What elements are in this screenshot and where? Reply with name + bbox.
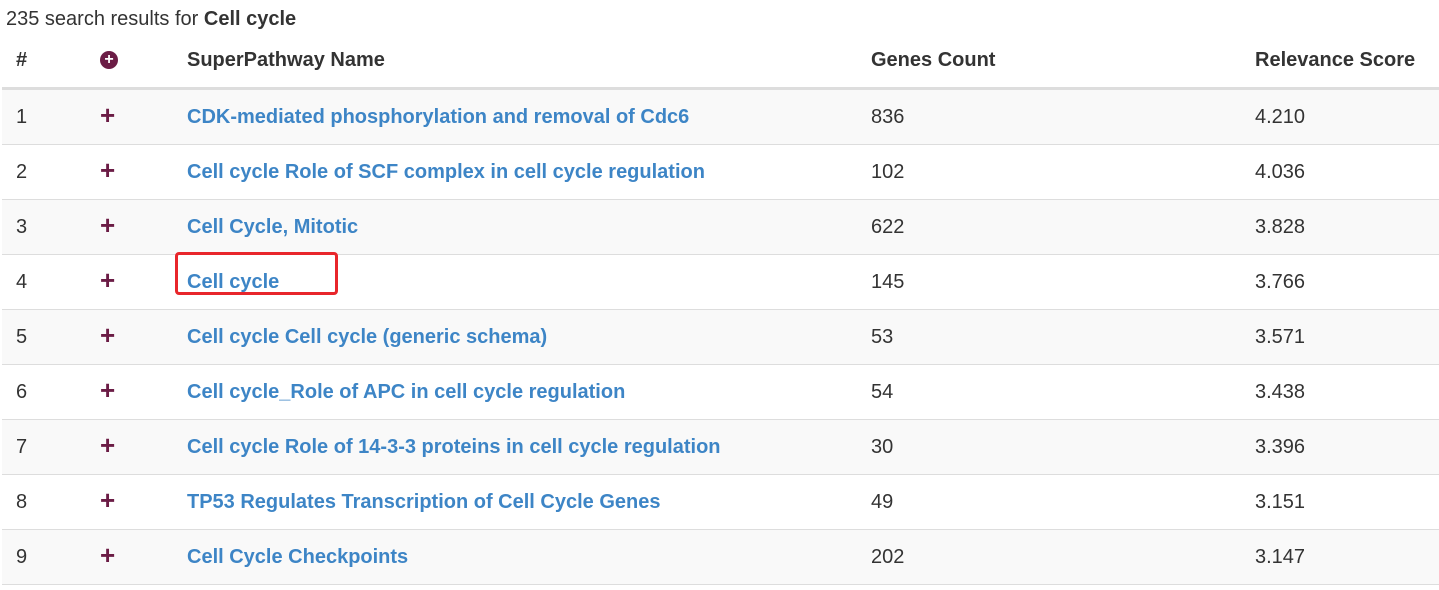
row-number: 4 — [2, 254, 86, 310]
superpathway-link[interactable]: CDK-mediated phosphorylation and removal… — [187, 105, 690, 128]
plus-icon[interactable]: + — [100, 484, 116, 515]
row-expand-cell[interactable]: + — [86, 529, 187, 585]
superpathway-link[interactable]: Cell Cycle Checkpoints — [187, 545, 409, 568]
relevance-score: 3.147 — [1255, 529, 1439, 585]
table-header-row: # + SuperPathway Name Genes Count Releva… — [2, 33, 1439, 90]
plus-icon[interactable]: + — [100, 319, 116, 350]
row-number: 9 — [2, 529, 86, 585]
table-row: 4 + Cell cycle 145 3.766 — [2, 251, 1439, 310]
superpathway-link[interactable]: Cell cycle Cell cycle (generic schema) — [187, 325, 548, 348]
header-number: # — [2, 33, 86, 90]
header-relevance-score[interactable]: Relevance Score — [1255, 33, 1439, 90]
superpathway-name-cell: Cell Cycle Checkpoints — [187, 529, 871, 585]
genes-count: 102 — [871, 144, 1255, 200]
genes-count: 622 — [871, 199, 1255, 255]
row-number: 1 — [2, 88, 86, 145]
genes-count: 30 — [871, 419, 1255, 475]
row-number: 3 — [2, 199, 86, 255]
genes-count: 49 — [871, 474, 1255, 530]
superpathway-name-cell: Cell cycle Role of SCF complex in cell c… — [187, 144, 871, 200]
row-expand-cell[interactable]: + — [86, 419, 187, 475]
row-expand-cell[interactable]: + — [86, 474, 187, 530]
superpathway-name-cell: CDK-mediated phosphorylation and removal… — [187, 88, 871, 145]
row-expand-cell[interactable]: + — [86, 364, 187, 420]
superpathway-results-table: # + SuperPathway Name Genes Count Releva… — [2, 33, 1439, 585]
results-summary-prefix: 235 search results for — [6, 8, 204, 30]
plus-icon[interactable]: + — [100, 429, 116, 460]
relevance-score: 3.766 — [1255, 254, 1439, 310]
plus-icon[interactable]: + — [100, 154, 116, 185]
superpathway-name-cell: Cell cycle Cell cycle (generic schema) — [187, 309, 871, 365]
superpathway-name-cell: Cell cycle_Role of APC in cell cycle reg… — [187, 364, 871, 420]
genes-count: 202 — [871, 529, 1255, 585]
superpathway-link[interactable]: Cell cycle — [187, 270, 280, 293]
plus-icon[interactable]: + — [100, 99, 116, 130]
header-genes-count[interactable]: Genes Count — [871, 33, 1255, 90]
row-number: 8 — [2, 474, 86, 530]
results-summary: 235 search results for Cell cycle — [6, 6, 296, 32]
table-row: 8 + TP53 Regulates Transcription of Cell C… — [2, 474, 1439, 530]
relevance-score: 3.438 — [1255, 364, 1439, 420]
superpathway-link[interactable]: TP53 Regulates Transcription of Cell Cyc… — [187, 490, 661, 513]
genes-count: 145 — [871, 254, 1255, 310]
genes-count: 836 — [871, 88, 1255, 145]
highlight-box: Cell cycle — [174, 251, 339, 295]
table-row: 9 + Cell Cycle Checkpoints 202 3.147 — [2, 529, 1439, 585]
row-number: 7 — [2, 419, 86, 475]
table-row: 7 + Cell cycle Role of 14-3-3 proteins in … — [2, 419, 1439, 475]
row-expand-cell[interactable]: + — [86, 144, 187, 200]
relevance-score: 4.210 — [1255, 88, 1439, 145]
header-expand-all[interactable]: + — [86, 33, 187, 90]
row-expand-cell[interactable]: + — [86, 199, 187, 255]
superpathway-link[interactable]: Cell cycle Role of SCF complex in cell c… — [187, 160, 705, 183]
header-superpathway-name[interactable]: SuperPathway Name — [187, 33, 871, 90]
relevance-score: 3.571 — [1255, 309, 1439, 365]
circle-plus-icon[interactable]: + — [100, 51, 118, 70]
relevance-score: 3.151 — [1255, 474, 1439, 530]
plus-icon[interactable]: + — [100, 209, 116, 240]
superpathway-link[interactable]: Cell cycle Role of 14-3-3 proteins in ce… — [187, 435, 721, 458]
row-number: 5 — [2, 309, 86, 365]
row-expand-cell[interactable]: + — [86, 309, 187, 365]
superpathway-name-cell: TP53 Regulates Transcription of Cell Cyc… — [187, 474, 871, 530]
row-number: 6 — [2, 364, 86, 420]
plus-icon[interactable]: + — [100, 264, 116, 295]
genes-count: 53 — [871, 309, 1255, 365]
table-row: 6 + Cell cycle_Role of APC in cell cycle r… — [2, 364, 1439, 420]
superpathway-name-cell: Cell cycle Role of 14-3-3 proteins in ce… — [187, 419, 871, 475]
plus-icon[interactable]: + — [100, 539, 116, 570]
row-number: 2 — [2, 144, 86, 200]
plus-icon[interactable]: + — [100, 374, 116, 405]
table-row: 5 + Cell cycle Cell cycle (generic schema)… — [2, 309, 1439, 365]
superpathway-link[interactable]: Cell Cycle, Mitotic — [187, 215, 359, 238]
table-row: 3 + Cell Cycle, Mitotic 622 3.828 — [2, 199, 1439, 255]
superpathway-name-cell: Cell Cycle, Mitotic — [187, 199, 871, 255]
relevance-score: 4.036 — [1255, 144, 1439, 200]
table-row: 2 + Cell cycle Role of SCF complex in cell… — [2, 144, 1439, 200]
superpathway-name-cell: Cell cycle — [174, 251, 871, 310]
relevance-score: 3.828 — [1255, 199, 1439, 255]
relevance-score: 3.396 — [1255, 419, 1439, 475]
genes-count: 54 — [871, 364, 1255, 420]
row-expand-cell[interactable]: + — [86, 254, 187, 310]
row-expand-cell[interactable]: + — [86, 88, 187, 145]
superpathway-link[interactable]: Cell cycle_Role of APC in cell cycle reg… — [187, 380, 626, 403]
table-row: 1 + CDK-mediated phosphorylation and remov… — [2, 88, 1439, 145]
results-query: Cell cycle — [203, 8, 297, 30]
